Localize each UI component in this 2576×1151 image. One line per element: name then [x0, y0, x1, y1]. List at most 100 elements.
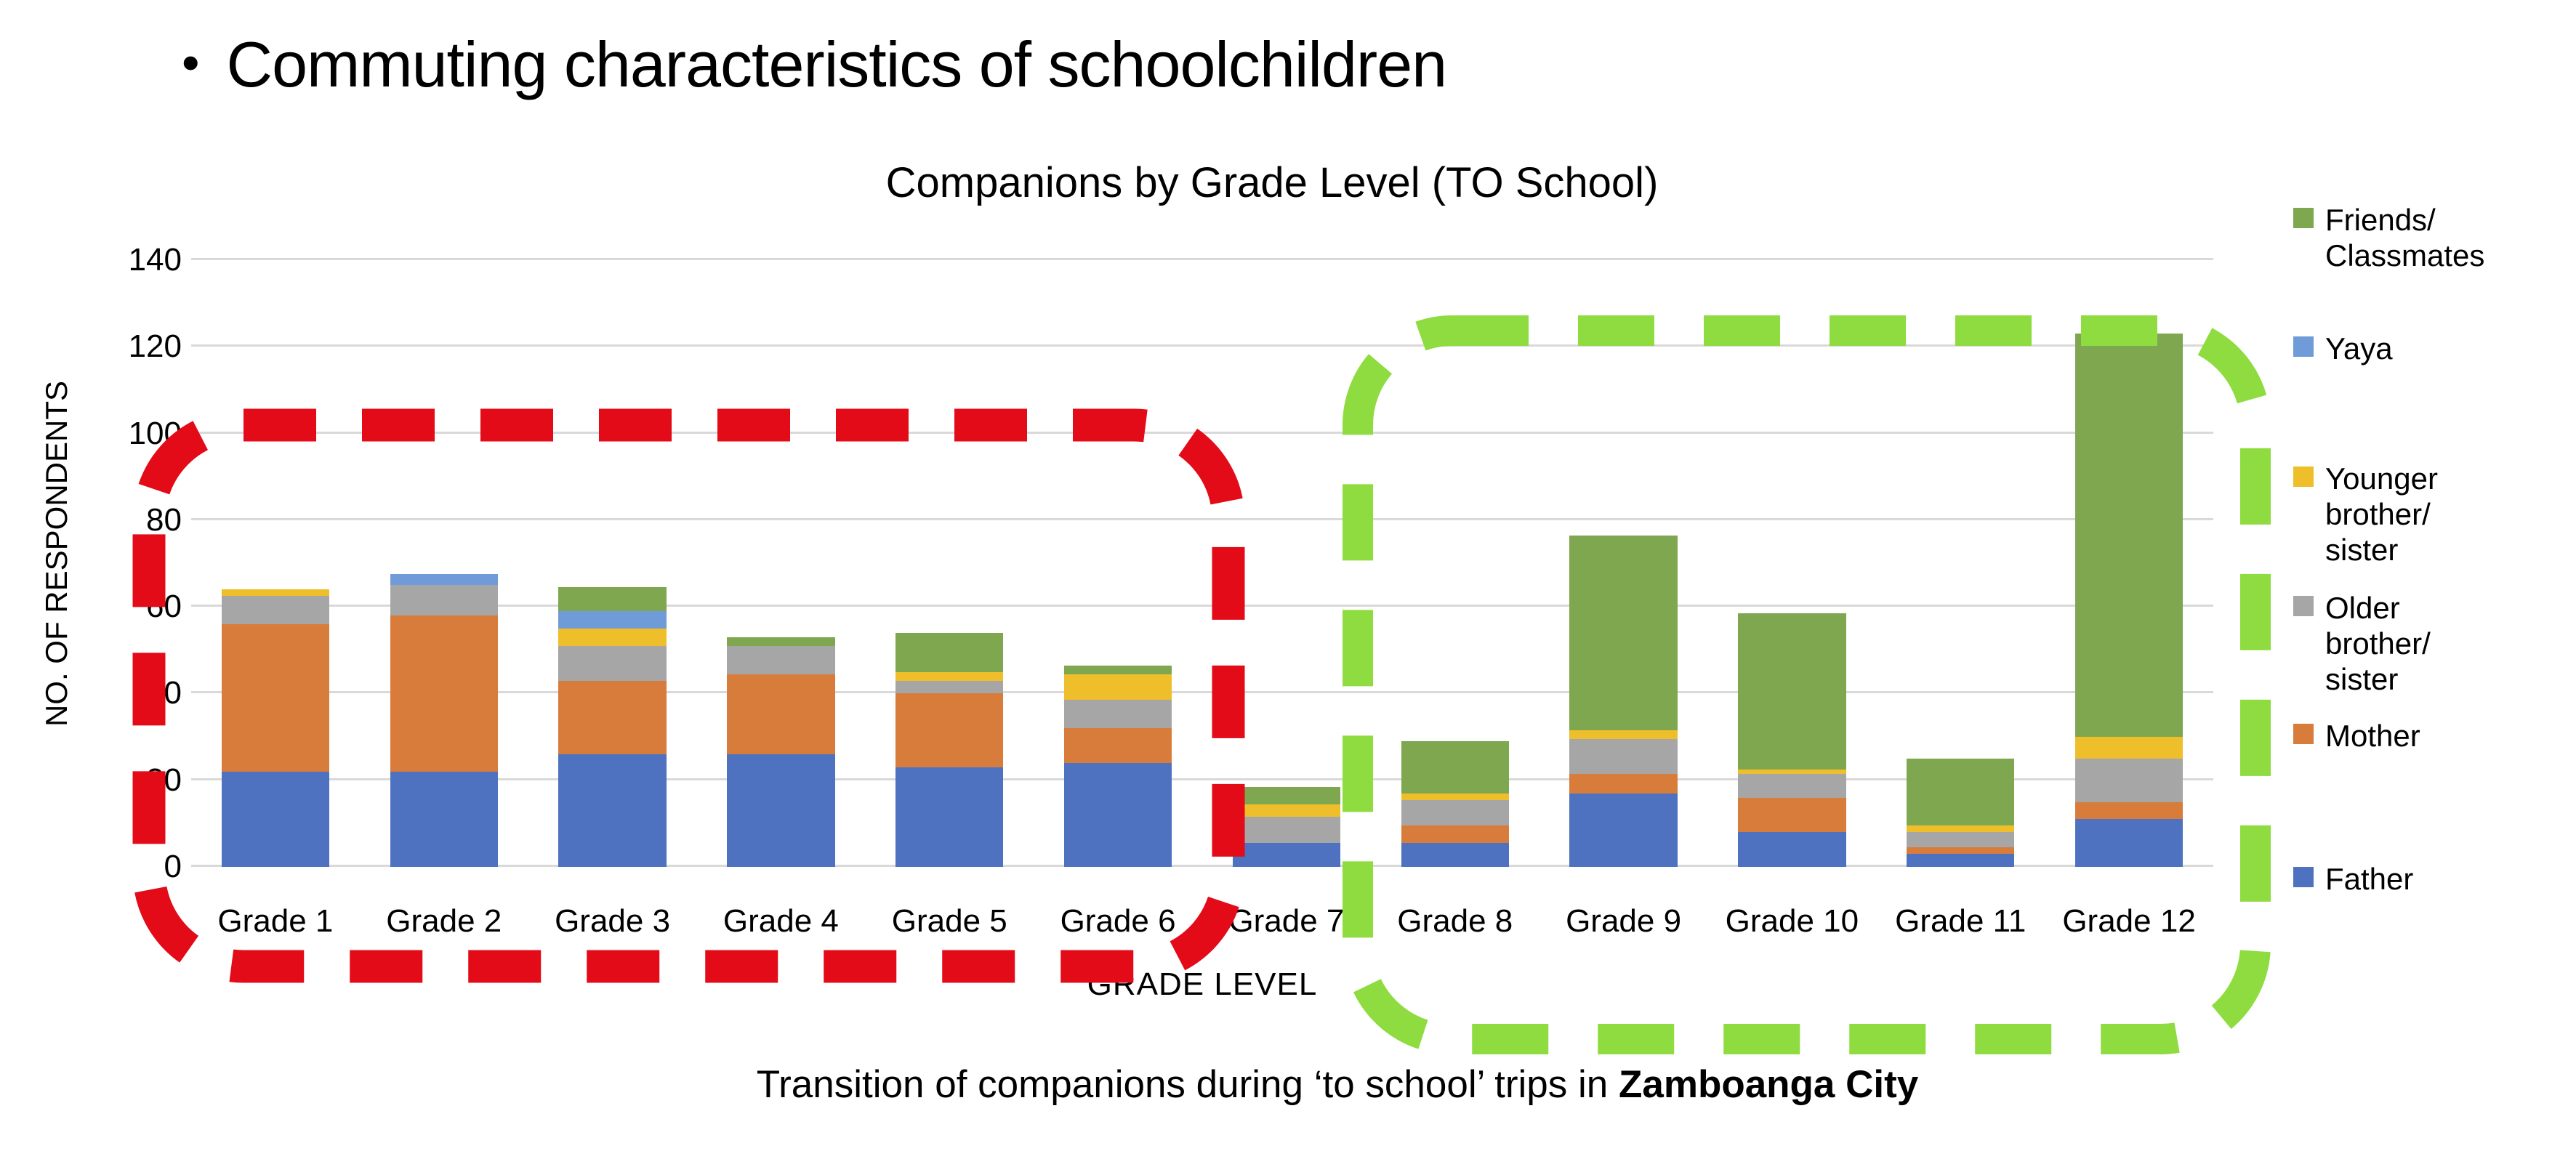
x-tick-label-grade-8: Grade 8: [1397, 903, 1513, 939]
segment-older-brother-sister-grade-11: [1907, 832, 2015, 848]
segment-older-brother-sister-grade-5: [895, 680, 1004, 694]
segment-mother-grade-2: [390, 615, 498, 772]
legend-swatch-icon: [2293, 208, 2314, 228]
segment-younger-brother-sister-grade-5: [895, 671, 1004, 681]
segment-father-grade-2: [390, 771, 498, 867]
segment-mother-grade-10: [1738, 797, 1846, 833]
y-tick-label-140: 140: [128, 242, 182, 278]
y-tick-label-40: 40: [146, 675, 182, 711]
y-tick-label-80: 80: [146, 501, 182, 538]
y-tick-label-0: 0: [164, 849, 182, 884]
x-axis-title: GRADE LEVEL: [1087, 966, 1318, 1002]
segment-older-brother-sister-grade-6: [1063, 700, 1172, 729]
segment-older-brother-sister-grade-8: [1401, 799, 1509, 826]
stacked-bar-grade-6: [1063, 260, 1172, 867]
stacked-bar-grade-12: [2074, 260, 2183, 867]
segment-older-brother-sister-grade-3: [558, 645, 667, 681]
gridline-120: [191, 344, 2213, 347]
segment-friends-classmates-grade-9: [1569, 535, 1678, 731]
segment-father-grade-9: [1569, 793, 1678, 867]
bar-slot-9: [1539, 260, 1708, 867]
legend-swatch-icon: [2293, 336, 2314, 357]
stacked-bar-grade-4: [727, 260, 835, 867]
segment-father-grade-5: [895, 767, 1004, 867]
legend-entry-yaya: Yaya: [2293, 331, 2393, 366]
bar-slot-11: [1876, 260, 2045, 867]
segment-friends-classmates-grade-12: [2074, 334, 2183, 738]
segment-mother-grade-1: [221, 624, 330, 772]
legend-label: Younger brother/ sister: [2325, 461, 2438, 567]
segment-mother-grade-11: [1907, 847, 2015, 855]
x-tick-label-grade-6: Grade 6: [1060, 903, 1176, 939]
x-tick-label-grade-4: Grade 4: [723, 903, 839, 939]
bar-slot-8: [1371, 260, 1539, 867]
legend-label: Friends/ Classmates: [2325, 203, 2485, 272]
segment-father-grade-10: [1738, 832, 1846, 867]
x-tick-label-grade-7: Grade 7: [1228, 903, 1345, 939]
x-tick-label-grade-1: Grade 1: [217, 903, 334, 939]
x-tick-label-grade-3: Grade 3: [555, 903, 671, 939]
legend-swatch-icon: [2293, 467, 2314, 487]
segment-older-brother-sister-grade-9: [1569, 739, 1678, 774]
segment-older-brother-sister-grade-4: [727, 645, 835, 674]
segment-younger-brother-sister-grade-11: [1907, 825, 2015, 833]
legend-label: Father: [2325, 862, 2414, 896]
segment-mother-grade-6: [1063, 728, 1172, 763]
segment-younger-brother-sister-grade-9: [1569, 730, 1678, 740]
x-tick-label-grade-12: Grade 12: [2062, 903, 2196, 939]
legend-label: Older brother/ sister: [2325, 591, 2431, 696]
segment-mother-grade-3: [558, 680, 667, 754]
legend-label: Mother: [2325, 719, 2420, 753]
legend-entry-friends-classmates: Friends/ Classmates: [2293, 202, 2484, 273]
segment-mother-grade-5: [895, 693, 1004, 767]
segment-father-grade-7: [1232, 843, 1341, 867]
segment-mother-grade-4: [727, 674, 835, 754]
y-tick-label-120: 120: [128, 328, 182, 365]
stacked-bar-grade-2: [390, 260, 498, 867]
segment-younger-brother-sister-grade-1: [221, 589, 330, 597]
caption-bold-text: Zamboanga City: [1618, 1063, 1919, 1106]
segment-older-brother-sister-grade-2: [390, 585, 498, 616]
x-tick-label-grade-10: Grade 10: [1725, 903, 1859, 939]
legend-entry-father: Father: [2293, 861, 2413, 897]
legend-swatch-icon: [2293, 867, 2314, 887]
bar-slot-5: [865, 260, 1034, 867]
segment-father-grade-12: [2074, 819, 2183, 867]
bar-slot-6: [1034, 260, 1202, 867]
legend-entry-mother: Mother: [2293, 718, 2420, 754]
bar-slot-7: [1202, 260, 1371, 867]
segment-younger-brother-sister-grade-7: [1232, 804, 1341, 817]
segment-father-grade-4: [727, 754, 835, 867]
stacked-bar-grade-7: [1232, 260, 1341, 867]
chart-title: Companions by Grade Level (TO School): [885, 159, 1659, 206]
y-tick-label-20: 20: [146, 762, 182, 798]
caption-text: Transition of companions during ‘to scho…: [756, 1063, 1619, 1106]
segment-father-grade-6: [1063, 762, 1172, 867]
segment-friends-classmates-grade-8: [1401, 741, 1509, 793]
x-tick-label-grade-5: Grade 5: [891, 903, 1007, 939]
stacked-bar-grade-8: [1401, 260, 1509, 867]
bar-slot-4: [697, 260, 866, 867]
segment-father-grade-8: [1401, 843, 1509, 867]
bar-slot-1: [191, 260, 360, 867]
x-tick-label-grade-9: Grade 9: [1566, 903, 1682, 939]
segment-mother-grade-12: [2074, 801, 2183, 820]
slide-title: • Commuting characteristics of schoolchi…: [182, 28, 1447, 102]
x-tick-label-grade-2: Grade 2: [386, 903, 502, 939]
segment-friends-classmates-grade-3: [558, 587, 667, 612]
segment-father-grade-11: [1907, 854, 2015, 867]
segment-father-grade-3: [558, 754, 667, 867]
stacked-bar-grade-9: [1569, 260, 1678, 867]
stacked-bar-grade-1: [221, 260, 330, 867]
bar-slot-12: [2045, 260, 2213, 867]
legend-label: Yaya: [2325, 331, 2393, 366]
segment-younger-brother-sister-grade-8: [1401, 793, 1509, 800]
segment-older-brother-sister-grade-10: [1738, 773, 1846, 798]
segment-older-brother-sister-grade-1: [221, 596, 330, 624]
x-tick-label-grade-11: Grade 11: [1895, 903, 2026, 939]
segment-mother-grade-9: [1569, 773, 1678, 793]
legend-swatch-icon: [2293, 596, 2314, 616]
segment-older-brother-sister-grade-7: [1232, 817, 1341, 844]
stacked-bar-grade-10: [1738, 260, 1846, 867]
segment-yaya-grade-3: [558, 611, 667, 629]
